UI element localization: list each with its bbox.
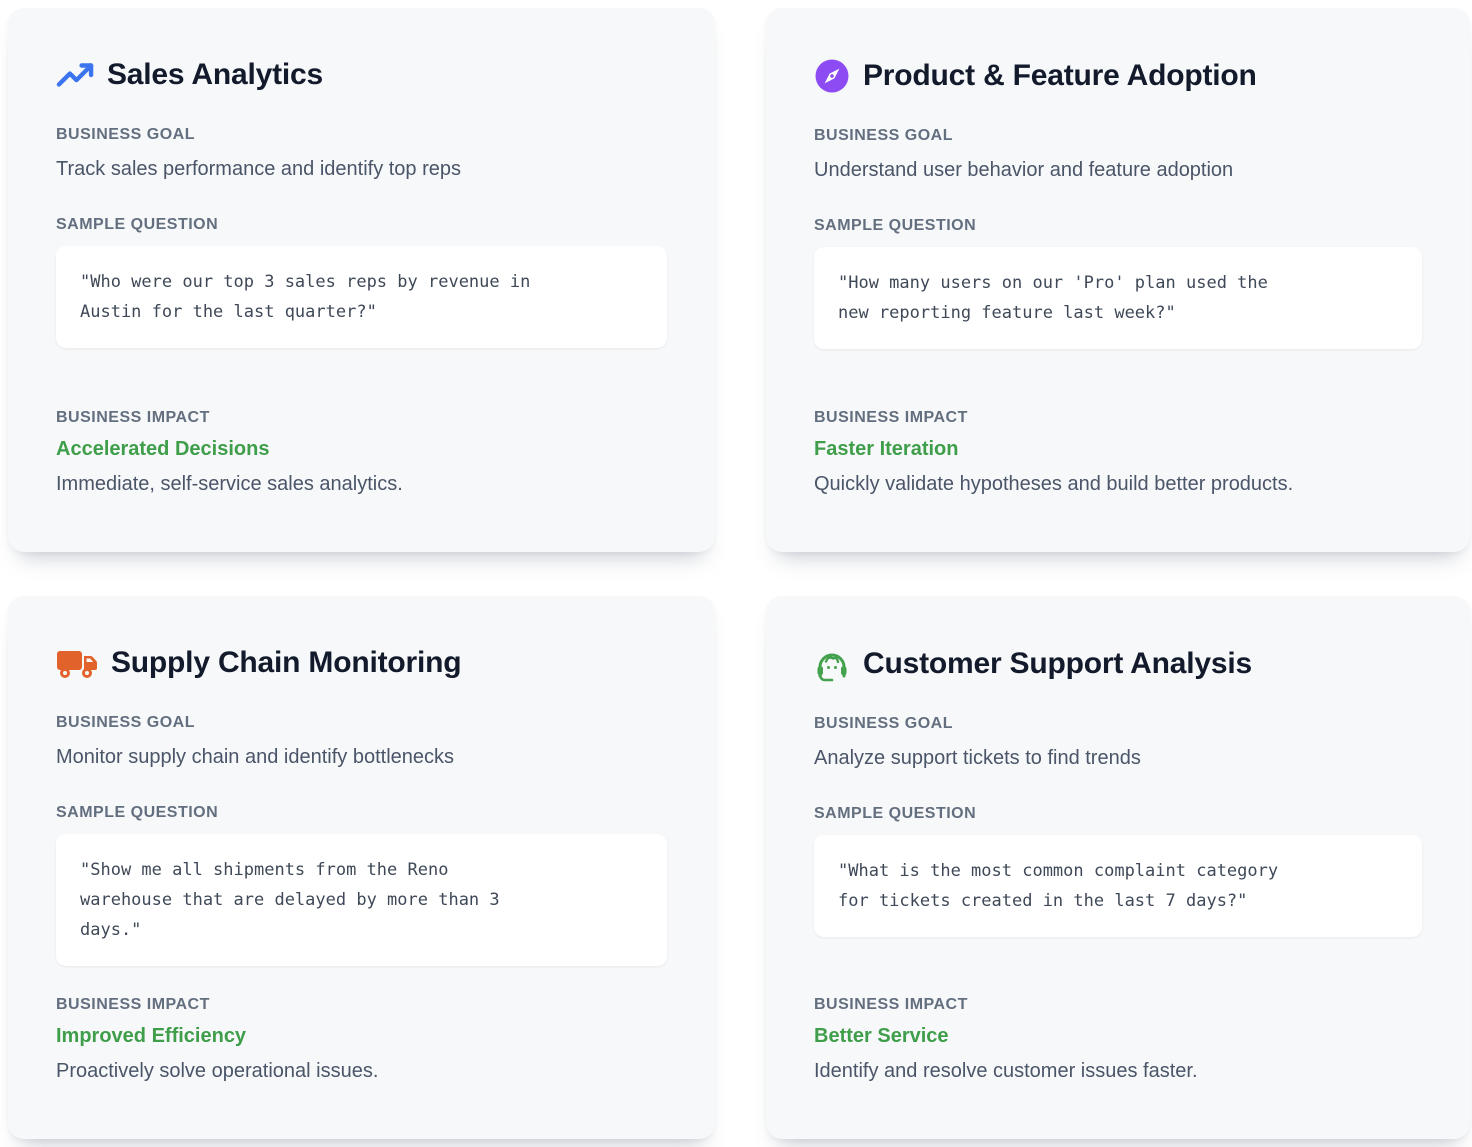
sample-question-label: SAMPLE QUESTION (814, 805, 977, 822)
card-product-feature-adoption: Product & Feature Adoption BUSINESS GOAL… (766, 8, 1470, 552)
card-header: Customer Support Analysis (814, 646, 1422, 682)
sample-question-text: "What is the most common complaint categ… (838, 861, 1279, 911)
trending-up-icon (56, 60, 94, 90)
business-goal-label: BUSINESS GOAL (814, 715, 953, 732)
business-impact-section: BUSINESS IMPACT Faster Iteration Quickly… (814, 409, 1422, 498)
card-customer-support-analysis: Customer Support Analysis BUSINESS GOAL … (766, 596, 1470, 1139)
truck-icon (56, 646, 98, 680)
sample-question-text: "Show me all shipments from the Reno war… (80, 859, 500, 940)
sample-question-label: SAMPLE QUESTION (56, 803, 219, 821)
business-goal-label: BUSINESS GOAL (814, 127, 953, 144)
business-impact-section: BUSINESS IMPACT Accelerated Decisions Im… (56, 409, 667, 498)
sample-question-box: "How many users on our 'Pro' plan used t… (814, 247, 1422, 349)
impact-title: Improved Efficiency (56, 1025, 247, 1047)
sample-question-label: SAMPLE QUESTION (814, 217, 977, 234)
business-impact-label: BUSINESS IMPACT (56, 409, 210, 426)
card-title: Sales Analytics (107, 58, 324, 91)
business-goal-text: Analyze support tickets to find trends (814, 747, 1141, 769)
business-goal-text: Understand user behavior and feature ado… (814, 159, 1234, 181)
card-supply-chain-monitoring: Supply Chain Monitoring BUSINESS GOAL Mo… (8, 596, 715, 1139)
business-impact-label: BUSINESS IMPACT (814, 409, 968, 426)
business-impact-section: BUSINESS IMPACT Improved Efficiency Proa… (56, 996, 667, 1085)
sample-question-box: "Who were our top 3 sales reps by revenu… (56, 245, 667, 348)
business-goal-label: BUSINESS GOAL (56, 125, 195, 143)
business-impact-label: BUSINESS IMPACT (56, 996, 210, 1013)
card-header: Sales Analytics (56, 58, 667, 93)
headset-icon (814, 646, 850, 682)
card-header: Product & Feature Adoption (814, 58, 1422, 94)
sample-question-text: "How many users on our 'Pro' plan used t… (838, 273, 1268, 323)
business-impact-label: BUSINESS IMPACT (814, 996, 968, 1013)
card-title: Supply Chain Monitoring (111, 646, 462, 679)
card-title: Customer Support Analysis (863, 646, 1252, 680)
card-header: Supply Chain Monitoring (56, 646, 667, 681)
business-goal-text: Track sales performance and identify top… (56, 157, 462, 180)
impact-description: Identify and resolve customer issues fas… (814, 1060, 1198, 1082)
sample-question-text: "Who were our top 3 sales reps by revenu… (80, 271, 531, 322)
business-goal-label: BUSINESS GOAL (56, 713, 195, 731)
sample-question-box: "Show me all shipments from the Reno war… (56, 833, 667, 966)
impact-description: Quickly validate hypotheses and build be… (814, 473, 1294, 495)
card-sales-analytics: Sales Analytics BUSINESS GOAL Track sale… (8, 8, 715, 552)
business-impact-section: BUSINESS IMPACT Better Service Identify … (814, 996, 1422, 1085)
card-title: Product & Feature Adoption (863, 58, 1257, 92)
compass-icon (814, 58, 850, 94)
impact-description: Proactively solve operational issues. (56, 1060, 379, 1082)
impact-title: Faster Iteration (814, 438, 959, 460)
impact-title: Better Service (814, 1025, 949, 1047)
impact-title: Accelerated Decisions (56, 438, 270, 460)
sample-question-box: "What is the most common complaint categ… (814, 835, 1422, 937)
impact-description: Immediate, self-service sales analytics. (56, 473, 403, 495)
sample-question-label: SAMPLE QUESTION (56, 215, 219, 233)
business-goal-text: Monitor supply chain and identify bottle… (56, 745, 455, 768)
